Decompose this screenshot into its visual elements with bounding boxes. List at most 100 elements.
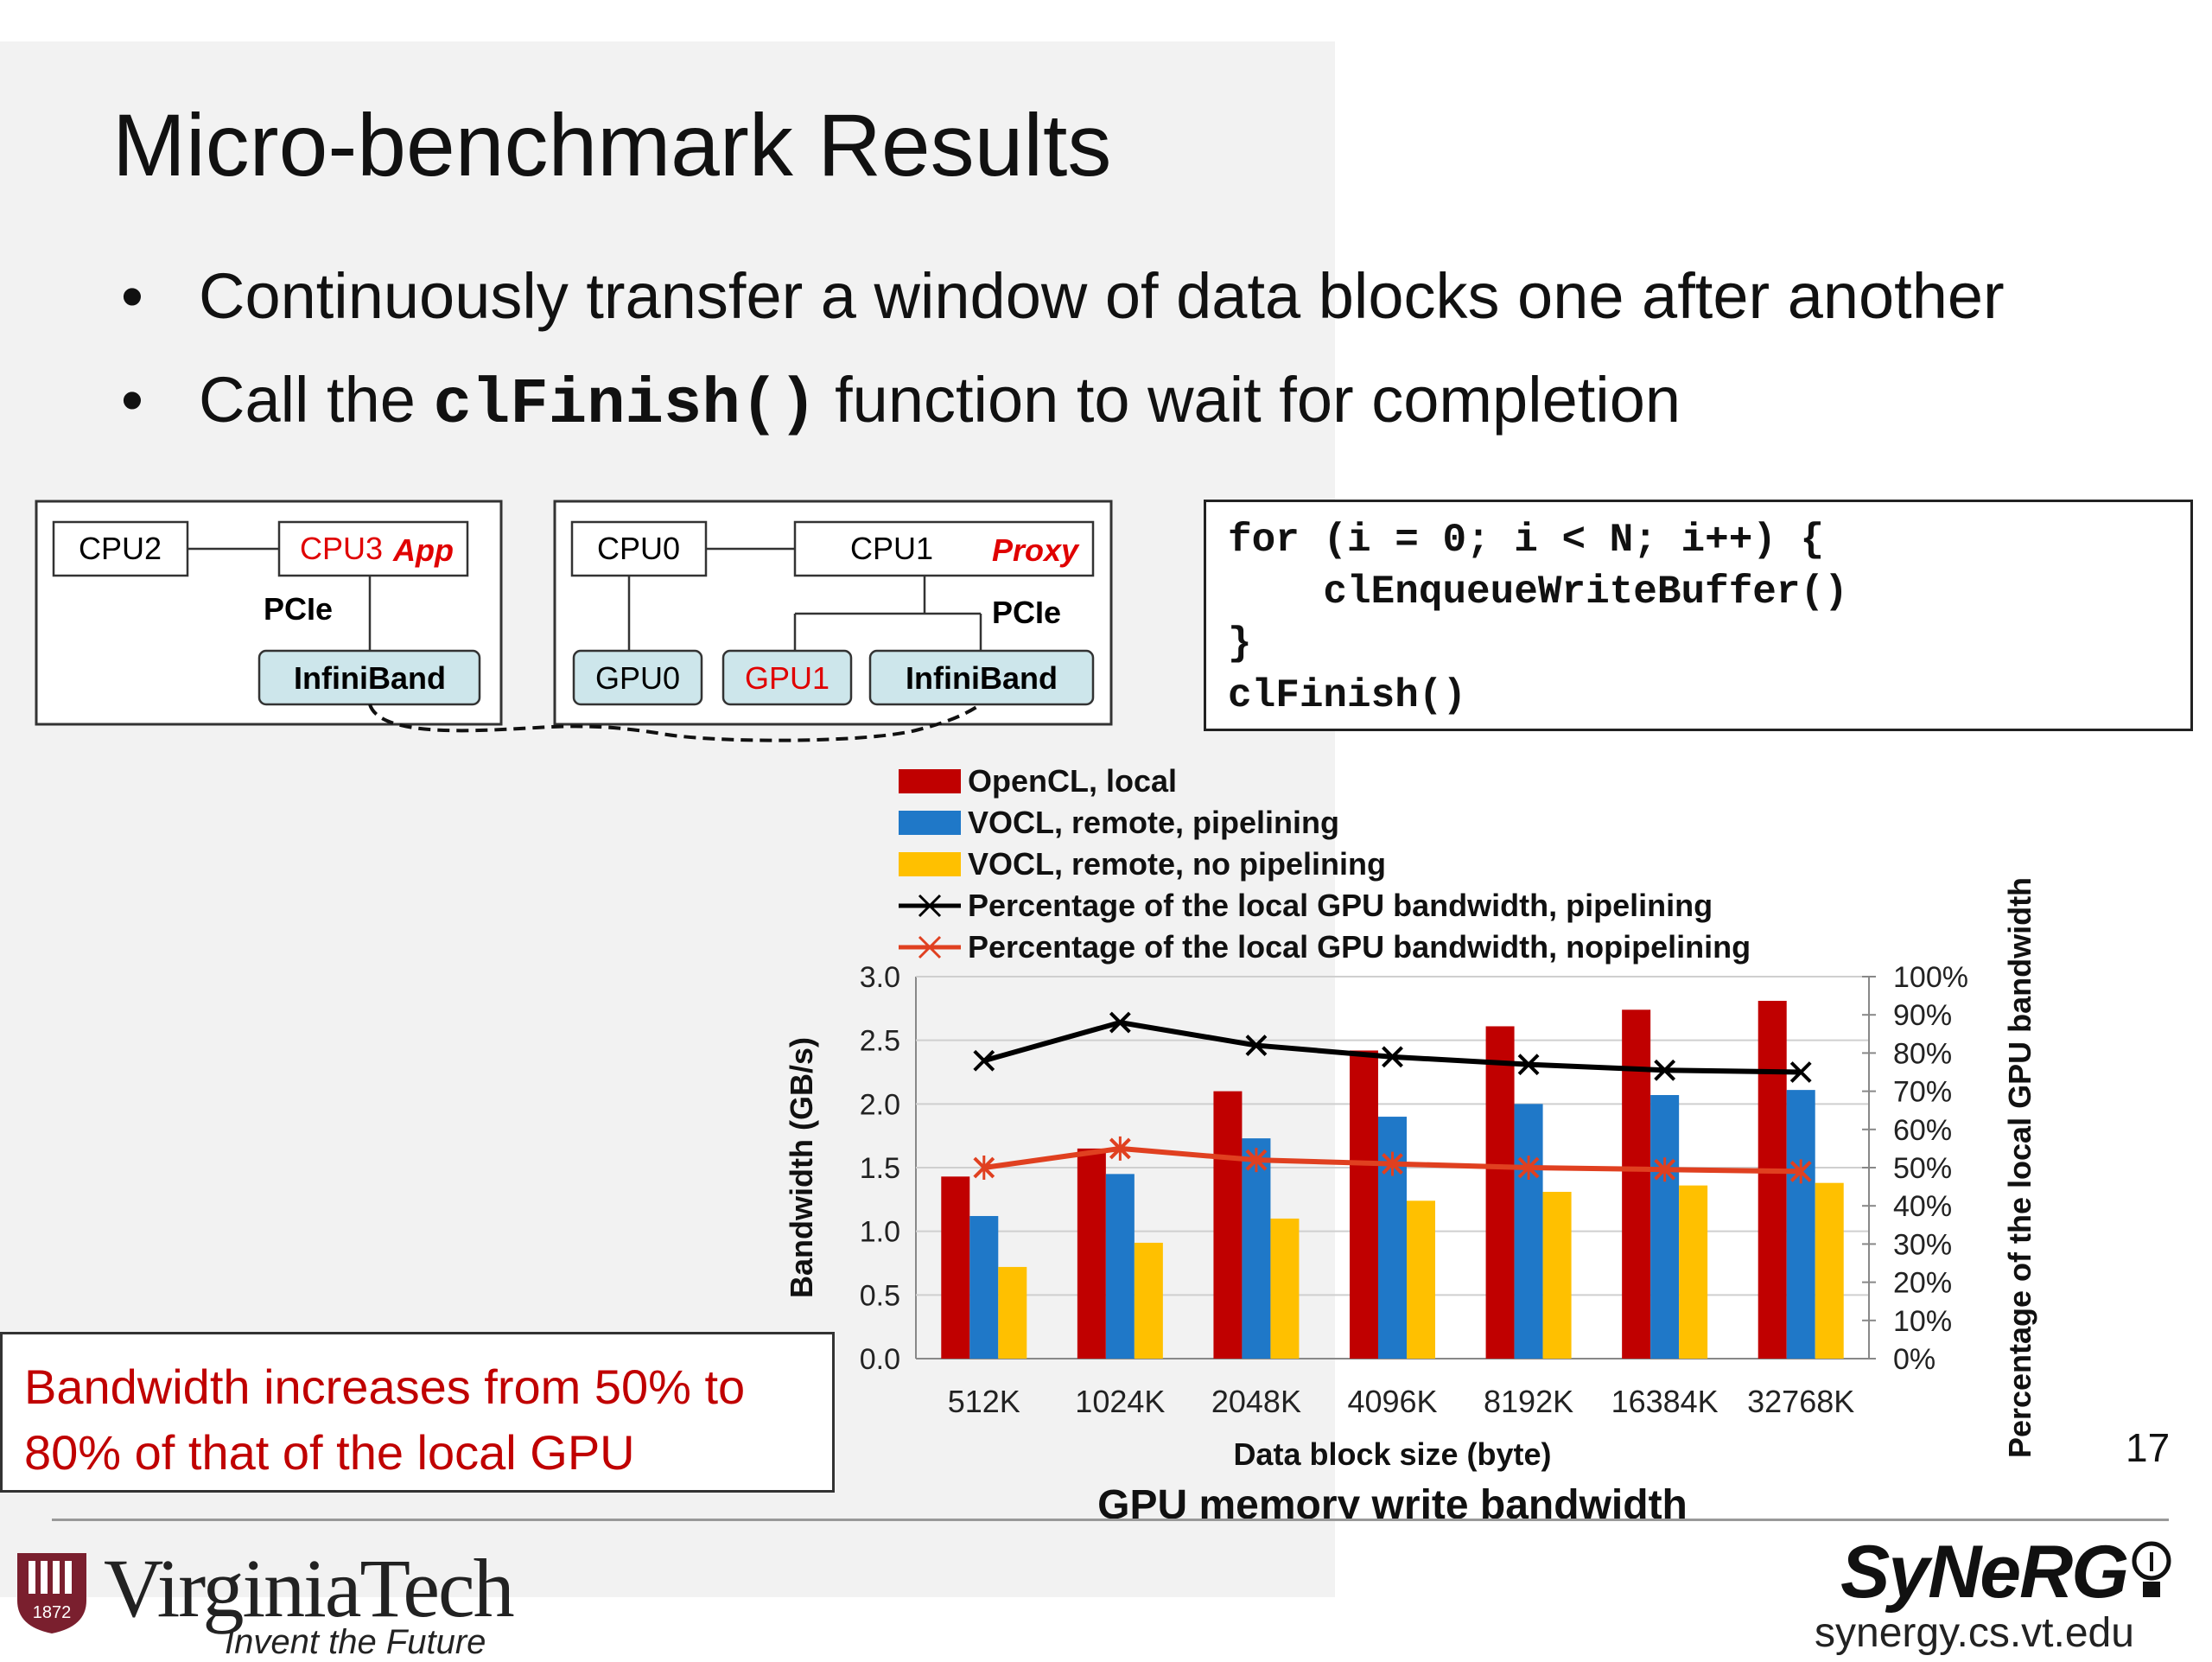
y2-tick-label: 80% [1893,1037,1952,1070]
bullet-2-pre: Call the [199,364,434,436]
cpu3-box [277,520,469,577]
y2-tick-label: 70% [1893,1076,1952,1109]
legend-swatch [899,769,961,793]
x-axis-title: Data block size (byte) [1233,1436,1551,1472]
bar-vocl-remote-no-pipelining [1815,1182,1844,1359]
synergy-logo: SyNeRG synergy.cs.vt.edu [1815,1530,2212,1659]
x-tick-label: 512K [948,1384,1020,1419]
bar-vocl-remote-pipelining [1514,1104,1543,1359]
bar-vocl-remote-pipelining [1242,1138,1271,1359]
virginia-tech-logo: 1872 VirginiaTech Invent the Future [13,1540,531,1661]
bar-vocl-remote-pipelining [1650,1095,1680,1359]
bar-opencl-local [941,1176,970,1359]
y-tick-label: 1.0 [860,1216,900,1249]
vt-wordmark: VirginiaTech [104,1542,515,1634]
gpu1-box [721,649,853,706]
vt-tagline: Invent the Future [225,1623,486,1661]
y2-tick-label: 10% [1893,1305,1952,1338]
bar-vocl-remote-pipelining [1105,1174,1135,1359]
y-tick-label: 3.0 [860,961,900,994]
y2-tick-label: 60% [1893,1114,1952,1147]
y-tick-label: 2.0 [860,1088,900,1121]
cpu1-label: CPU1 [850,531,933,566]
legend-marker [918,935,942,959]
left-infiniband-label: InfiniBand [294,660,446,696]
line-marker [1789,1061,1812,1083]
gpu0-label: GPU0 [595,660,680,696]
vt-shield-icon: 1872 [17,1553,86,1633]
bar-vocl-remote-no-pipelining [998,1266,1027,1359]
y2-tick-label: 100% [1893,961,1968,994]
callout-line-1: Bandwidth increases from 50% to [24,1360,746,1414]
legend-label: VOCL, remote, no pipelining [968,846,1386,882]
code-line: clEnqueueWriteBuffer() [1228,570,1848,614]
y2-tick-label: 40% [1893,1190,1952,1223]
chart-title: GPU memory write bandwidth [1097,1482,1688,1521]
code-line: clFinish() [1228,673,1467,718]
cpu3-label: CPU3 [300,531,383,566]
footer-divider [52,1519,2169,1521]
bar-opencl-local [1622,1009,1651,1359]
bullet-1-text: Continuously transfer a window of data b… [199,260,2005,332]
x-tick-label: 2048K [1211,1384,1301,1419]
code-line: } [1228,621,1252,666]
bullet-dot-icon: • [121,364,143,436]
gpu1-label: GPU1 [745,660,830,696]
synergy-url: synergy.cs.vt.edu [1815,1610,2134,1656]
x-tick-label: 16384K [1611,1384,1719,1419]
code-box: for (i = 0; i < N; i++) { clEnqueueWrite… [1204,500,2193,731]
bar-opencl-local [1485,1026,1515,1359]
bullet-2-code: clFinish() [433,369,817,442]
right-infiniband-label: InfiniBand [906,660,1058,696]
cpu2-label: CPU2 [79,531,162,566]
line-marker [1382,1046,1403,1068]
code-snippet: for (i = 0; i < N; i++) { clEnqueueWrite… [1228,514,2190,722]
x-tick-label: 8192K [1484,1384,1573,1419]
bullet-2-post: function to wait for completion [817,364,1681,436]
left-infiniband-box [257,649,481,706]
bar-vocl-remote-pipelining [969,1215,999,1359]
legend-label: Percentage of the local GPU bandwidth, n… [968,929,1751,965]
bullet-dot-icon: • [121,260,143,332]
bullet-1: • Continuously transfer a window of data … [121,259,2005,333]
y2-tick-label: 50% [1893,1152,1952,1185]
synergy-wordmark: SyNeRG [1840,1531,2129,1614]
legend-swatch [899,811,961,835]
bar-opencl-local [1077,1148,1106,1359]
line-marker [1654,1059,1676,1081]
y-tick-label: 0.0 [860,1343,900,1376]
architecture-diagram: CPU2 CPU3 App PCIe InfiniBand CPU0 CPU1 … [35,500,1113,742]
bar-vocl-remote-no-pipelining [1679,1185,1708,1359]
x-tick-label: 32768K [1747,1384,1854,1419]
callout-box: Bandwidth increases from 50% to 80% of t… [0,1332,835,1493]
app-tag: App [392,532,454,568]
line-marker [1517,1054,1540,1076]
right-infiniband-box [868,649,1095,706]
bar-vocl-remote-no-pipelining [1542,1191,1572,1359]
legend-label: Percentage of the local GPU bandwidth, p… [968,888,1713,923]
bar-vocl-remote-no-pipelining [1270,1218,1300,1359]
bar-vocl-remote-no-pipelining [1407,1200,1435,1359]
line-marker [1245,1035,1268,1056]
right-pcie-label: PCIe [992,595,1061,630]
bar-opencl-local [1758,1000,1787,1359]
x-tick-label: 4096K [1347,1384,1437,1419]
x-tick-label: 1024K [1075,1384,1165,1419]
legend-marker [918,894,942,918]
y2-axis-title: Percentage of the local GPU bandwidth [2002,877,2037,1458]
series-line [982,1019,1802,1075]
left-pcie-label: PCIe [264,591,333,627]
y-tick-label: 1.5 [860,1152,900,1185]
legend-swatch [899,852,961,876]
y-tick-label: 0.5 [860,1279,900,1312]
legend-label: VOCL, remote, pipelining [968,805,1339,840]
proxy-tag: Proxy [992,532,1080,568]
cpu1-box [793,520,1095,577]
vt-shield-year: 1872 [33,1603,72,1622]
network-cable [368,703,982,742]
bullet-2: • Call the clFinish() function to wait fo… [121,363,1681,442]
bar-opencl-local [1213,1091,1243,1359]
page-number: 17 [2126,1425,2171,1470]
lightbulb-icon [2132,1541,2171,1597]
y2-tick-label: 20% [1893,1267,1952,1300]
